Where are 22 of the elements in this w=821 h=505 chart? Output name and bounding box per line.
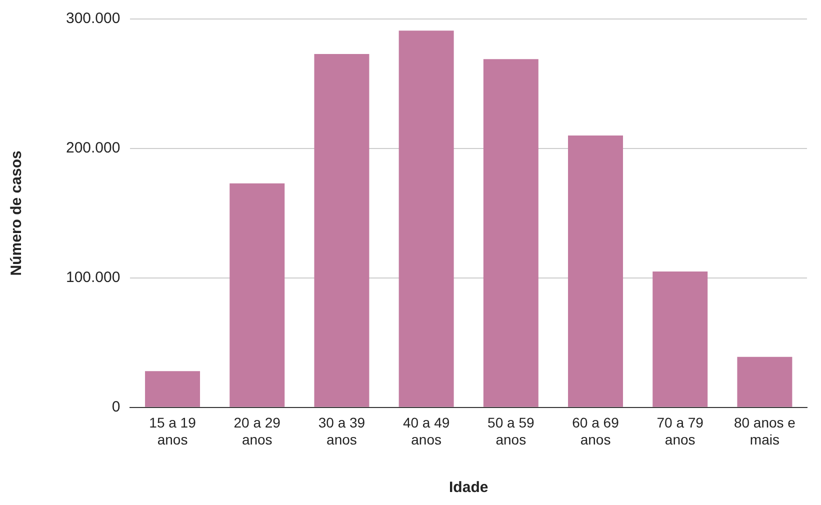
- y-tick-label: 100.000: [66, 269, 120, 286]
- x-tick-label: 30 a 39 anos: [318, 414, 366, 448]
- x-axis-title: Idade: [449, 479, 488, 496]
- bar: [314, 54, 370, 407]
- y-tick-label: 200.000: [66, 140, 120, 157]
- x-tick-label: 20 a 29 anos: [234, 414, 281, 448]
- y-tick-label: 0: [112, 398, 120, 416]
- x-tick-label: 70 a 79 anos: [656, 414, 704, 448]
- bar: [398, 30, 454, 407]
- x-tick-label: 80 anos e mais: [734, 414, 796, 448]
- y-axis-title: Número de casos: [8, 150, 26, 276]
- x-tick-label: 50 a 59 anos: [488, 414, 534, 448]
- bar: [145, 371, 200, 407]
- x-tick-label: 60 a 69 anos: [572, 414, 620, 448]
- bar: [652, 271, 708, 407]
- bar: [737, 356, 792, 407]
- bar: [568, 136, 623, 407]
- bar: [230, 183, 285, 407]
- x-tick-label: 40 a 49 anos: [402, 414, 450, 448]
- y-tick-label: 300.000: [66, 10, 120, 28]
- x-tick-label: 15 a 19 anos: [149, 414, 196, 448]
- bar: [483, 59, 538, 407]
